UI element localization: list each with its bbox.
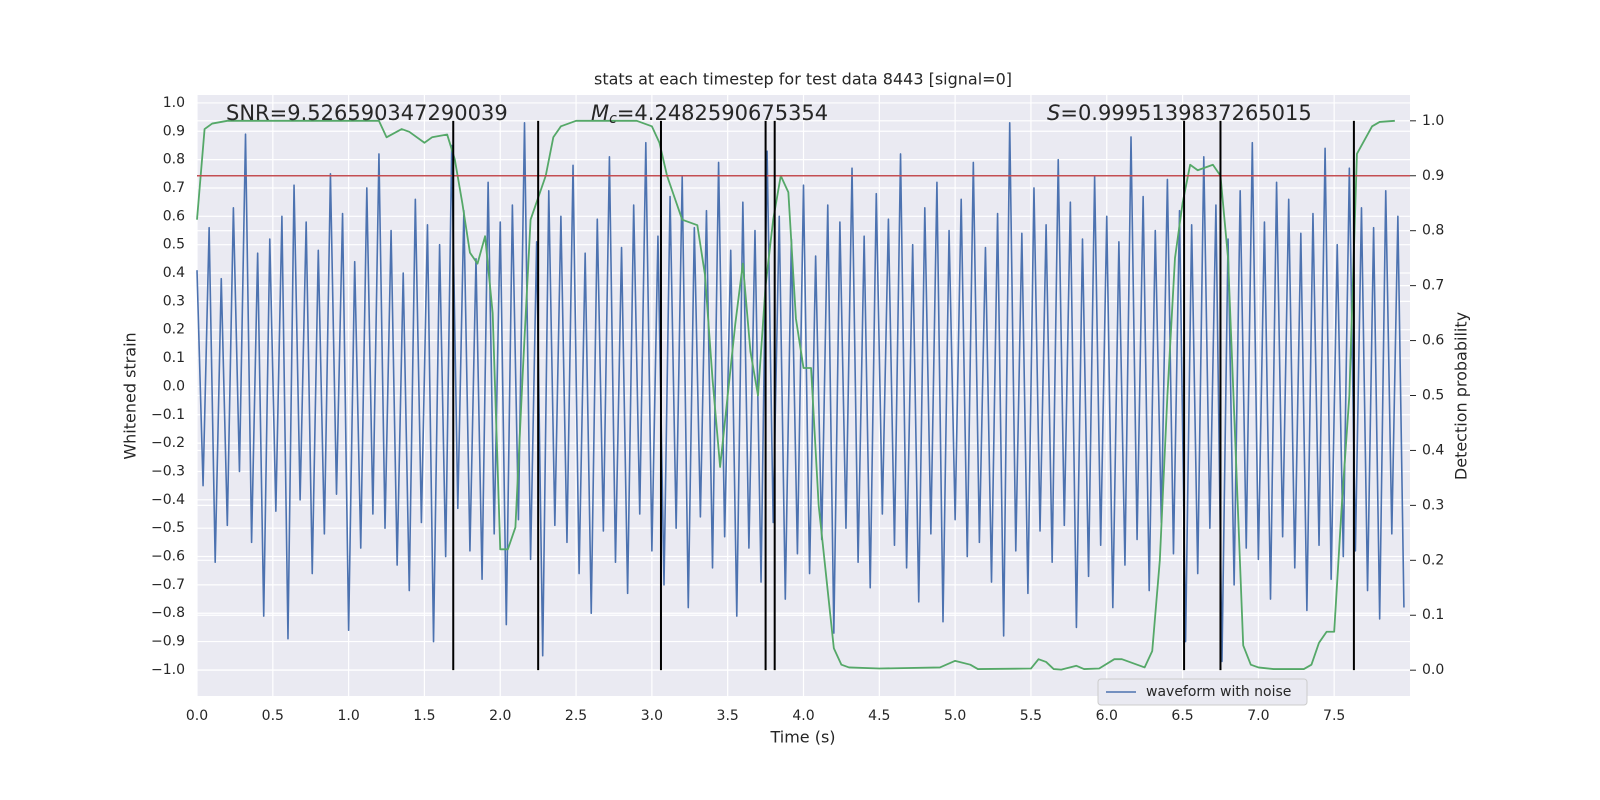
y-tick-label: 0.5 bbox=[163, 237, 185, 253]
x-axis-label: Time (s) bbox=[769, 728, 835, 747]
annotation-text: =0.9995139837265015 bbox=[1060, 101, 1311, 125]
x-tick-label: 5.5 bbox=[1020, 708, 1042, 724]
x-tick-label: 6.5 bbox=[1171, 708, 1193, 724]
y-axis-label: Whitened strain bbox=[121, 332, 140, 459]
annotation-symbol: M bbox=[591, 101, 609, 125]
x-tick-label: 2.0 bbox=[489, 708, 511, 724]
y2-tick-label: 0.2 bbox=[1422, 552, 1444, 568]
series-line bbox=[196, 119, 1395, 671]
y2-tick-label: 0.9 bbox=[1422, 168, 1444, 184]
y-tick-label: 0.7 bbox=[163, 180, 185, 196]
x-tick-label: 1.0 bbox=[337, 708, 359, 724]
x-tick-label: 2.5 bbox=[565, 708, 587, 724]
y2-axis-label: Detection probability bbox=[1452, 312, 1471, 480]
y-tick-label: −0.1 bbox=[151, 407, 185, 423]
y2-tick-label: 0.5 bbox=[1422, 388, 1444, 404]
y-tick-label: 0.1 bbox=[163, 350, 185, 366]
y-tick-label: −1.0 bbox=[151, 662, 185, 678]
annotation: S=0.9995139837265015 bbox=[1047, 101, 1312, 125]
y-tick-label: 0.6 bbox=[163, 208, 185, 224]
legend-label: waveform with noise bbox=[1146, 684, 1291, 700]
y-tick-label: 0.2 bbox=[163, 322, 185, 338]
x-tick-label: 5.0 bbox=[944, 708, 966, 724]
annotation-subscript: c bbox=[609, 111, 617, 127]
y-tick-label: −0.4 bbox=[151, 492, 185, 508]
annotation-text: =4.2482590675354 bbox=[617, 101, 828, 125]
x-tick-label: 3.5 bbox=[717, 708, 739, 724]
x-tick-label: 0.5 bbox=[262, 708, 284, 724]
y-tick-label: 0.4 bbox=[163, 265, 185, 281]
x-tick-label: 4.5 bbox=[868, 708, 890, 724]
y2-tick-label: 0.8 bbox=[1422, 223, 1444, 239]
x-tick-label: 4.0 bbox=[792, 708, 814, 724]
y-tick-label: −0.3 bbox=[151, 463, 185, 479]
y-tick-label: −0.5 bbox=[151, 520, 185, 536]
legend-box bbox=[1097, 678, 1308, 706]
y2-tick-label: 0.3 bbox=[1422, 497, 1444, 513]
y-tick-label: −0.9 bbox=[151, 634, 185, 650]
y2-tick-label: 0.0 bbox=[1422, 662, 1444, 678]
x-tick-label: 3.0 bbox=[641, 708, 663, 724]
y2-tick-label: 0.1 bbox=[1422, 607, 1444, 623]
y2-tick-label: 0.4 bbox=[1422, 442, 1444, 458]
annotation: Mc=4.2482590675354 bbox=[591, 101, 828, 127]
y-tick-label: 0.3 bbox=[163, 293, 185, 309]
marks bbox=[196, 119, 1410, 671]
y-tick-label: 1.0 bbox=[163, 95, 185, 111]
series-line bbox=[196, 121, 1405, 663]
y2-tick-label: 0.6 bbox=[1422, 333, 1444, 349]
x-tick-label: 1.5 bbox=[413, 708, 435, 724]
y-tick-label: −0.6 bbox=[151, 549, 185, 565]
annotation-symbol: S bbox=[1047, 101, 1060, 125]
x-tick-label: 6.0 bbox=[1096, 708, 1118, 724]
y-tick-label: −0.8 bbox=[151, 605, 185, 621]
y-tick-label: −0.7 bbox=[151, 577, 185, 593]
annotation: SNR=9.526590347290039 bbox=[226, 101, 508, 125]
y-tick-label: 0.0 bbox=[163, 378, 185, 394]
x-tick-label: 7.5 bbox=[1323, 708, 1345, 724]
chart-title: stats at each timestep for test data 844… bbox=[594, 70, 1012, 89]
legend: waveform with noise bbox=[1097, 678, 1308, 706]
x-tick-label: 7.0 bbox=[1247, 708, 1269, 724]
y-tick-label: 0.8 bbox=[163, 152, 185, 168]
y2-tick-label: 1.0 bbox=[1422, 113, 1444, 129]
y-tick-label: 0.9 bbox=[163, 123, 185, 139]
y2-tick-label: 0.7 bbox=[1422, 278, 1444, 294]
x-tick-label: 0.0 bbox=[186, 708, 208, 724]
y-tick-label: −0.2 bbox=[151, 435, 185, 451]
